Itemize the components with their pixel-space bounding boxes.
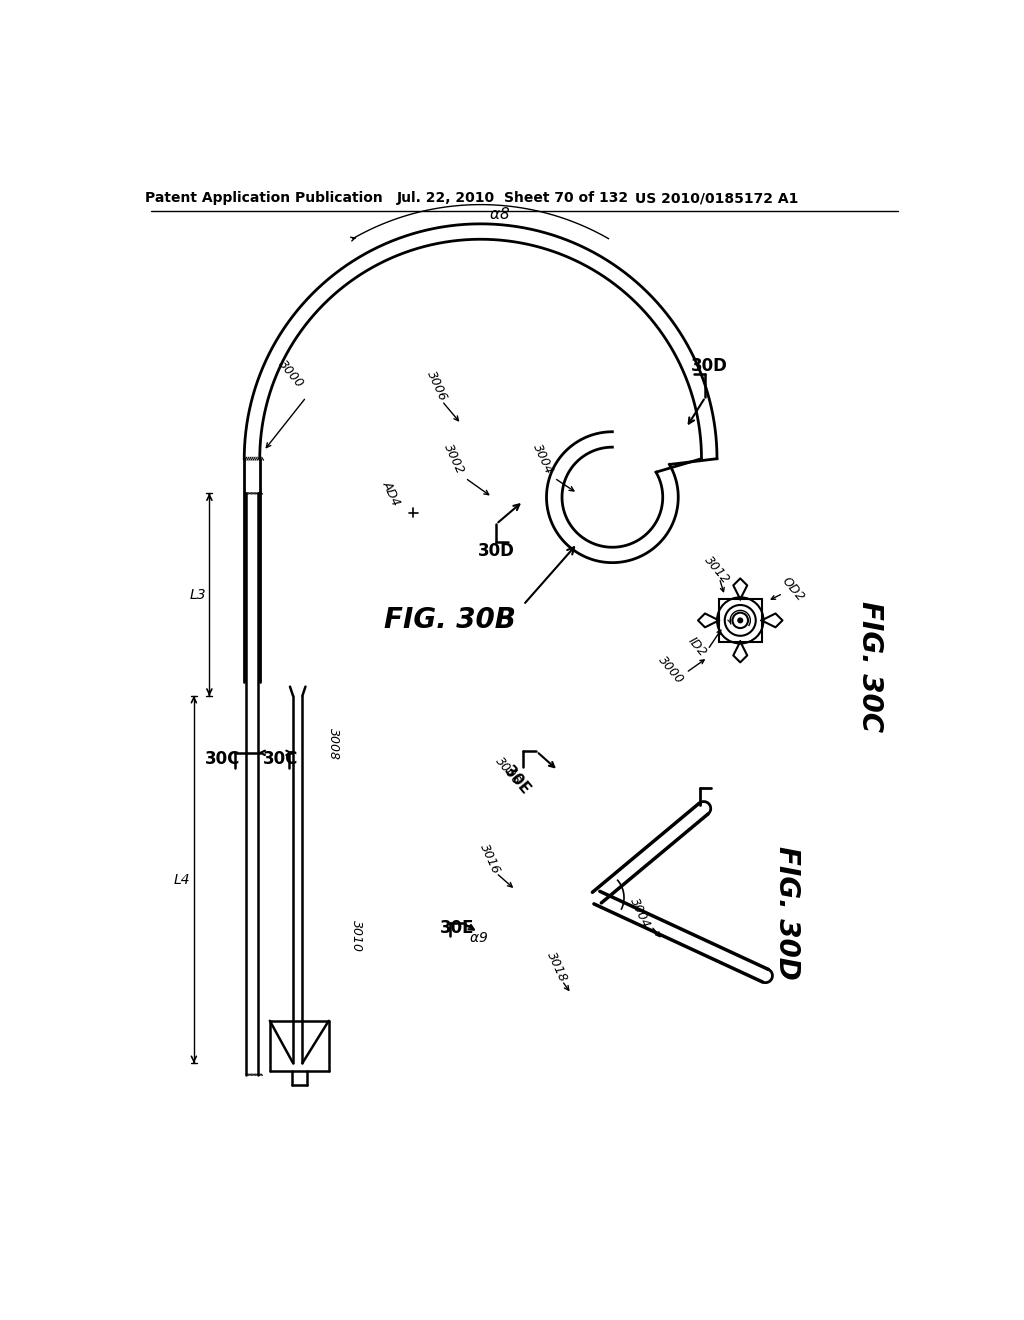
Text: L3: L3 xyxy=(189,587,206,602)
Text: 30D: 30D xyxy=(691,358,728,375)
Text: 3000: 3000 xyxy=(655,653,686,686)
Text: Patent Application Publication: Patent Application Publication xyxy=(144,191,383,206)
Text: $\alpha$9: $\alpha$9 xyxy=(469,932,487,945)
Circle shape xyxy=(738,618,742,623)
Text: Sheet 70 of 132: Sheet 70 of 132 xyxy=(504,191,628,206)
Text: OD2: OD2 xyxy=(779,576,807,605)
Text: US 2010/0185172 A1: US 2010/0185172 A1 xyxy=(635,191,799,206)
Text: 30C: 30C xyxy=(263,750,298,768)
Text: $\alpha$8: $\alpha$8 xyxy=(489,206,511,222)
Text: 3016: 3016 xyxy=(477,842,503,876)
Text: FIG. 30D: FIG. 30D xyxy=(773,846,801,979)
Bar xyxy=(719,599,762,642)
Text: 3010: 3010 xyxy=(350,920,364,952)
Text: 3004: 3004 xyxy=(627,896,652,931)
Text: FIG. 30C: FIG. 30C xyxy=(856,601,885,733)
Text: 3006: 3006 xyxy=(493,755,523,788)
Text: 3008: 3008 xyxy=(327,727,340,759)
Text: 30E: 30E xyxy=(440,920,475,937)
Text: L4: L4 xyxy=(174,873,190,887)
Text: 3002: 3002 xyxy=(441,441,466,477)
Text: 30D: 30D xyxy=(477,543,515,560)
Text: AD4: AD4 xyxy=(380,479,402,508)
Text: ID2: ID2 xyxy=(686,635,710,660)
Text: 30C: 30C xyxy=(205,750,241,768)
Text: Jul. 22, 2010: Jul. 22, 2010 xyxy=(396,191,495,206)
Text: 30E: 30E xyxy=(501,764,532,797)
Text: 3012: 3012 xyxy=(701,554,732,587)
Text: 3000: 3000 xyxy=(275,358,306,391)
Text: FIG. 30B: FIG. 30B xyxy=(384,606,515,635)
Text: 3004: 3004 xyxy=(530,441,555,477)
Text: 3006: 3006 xyxy=(424,368,450,403)
Text: 3018: 3018 xyxy=(544,949,569,985)
